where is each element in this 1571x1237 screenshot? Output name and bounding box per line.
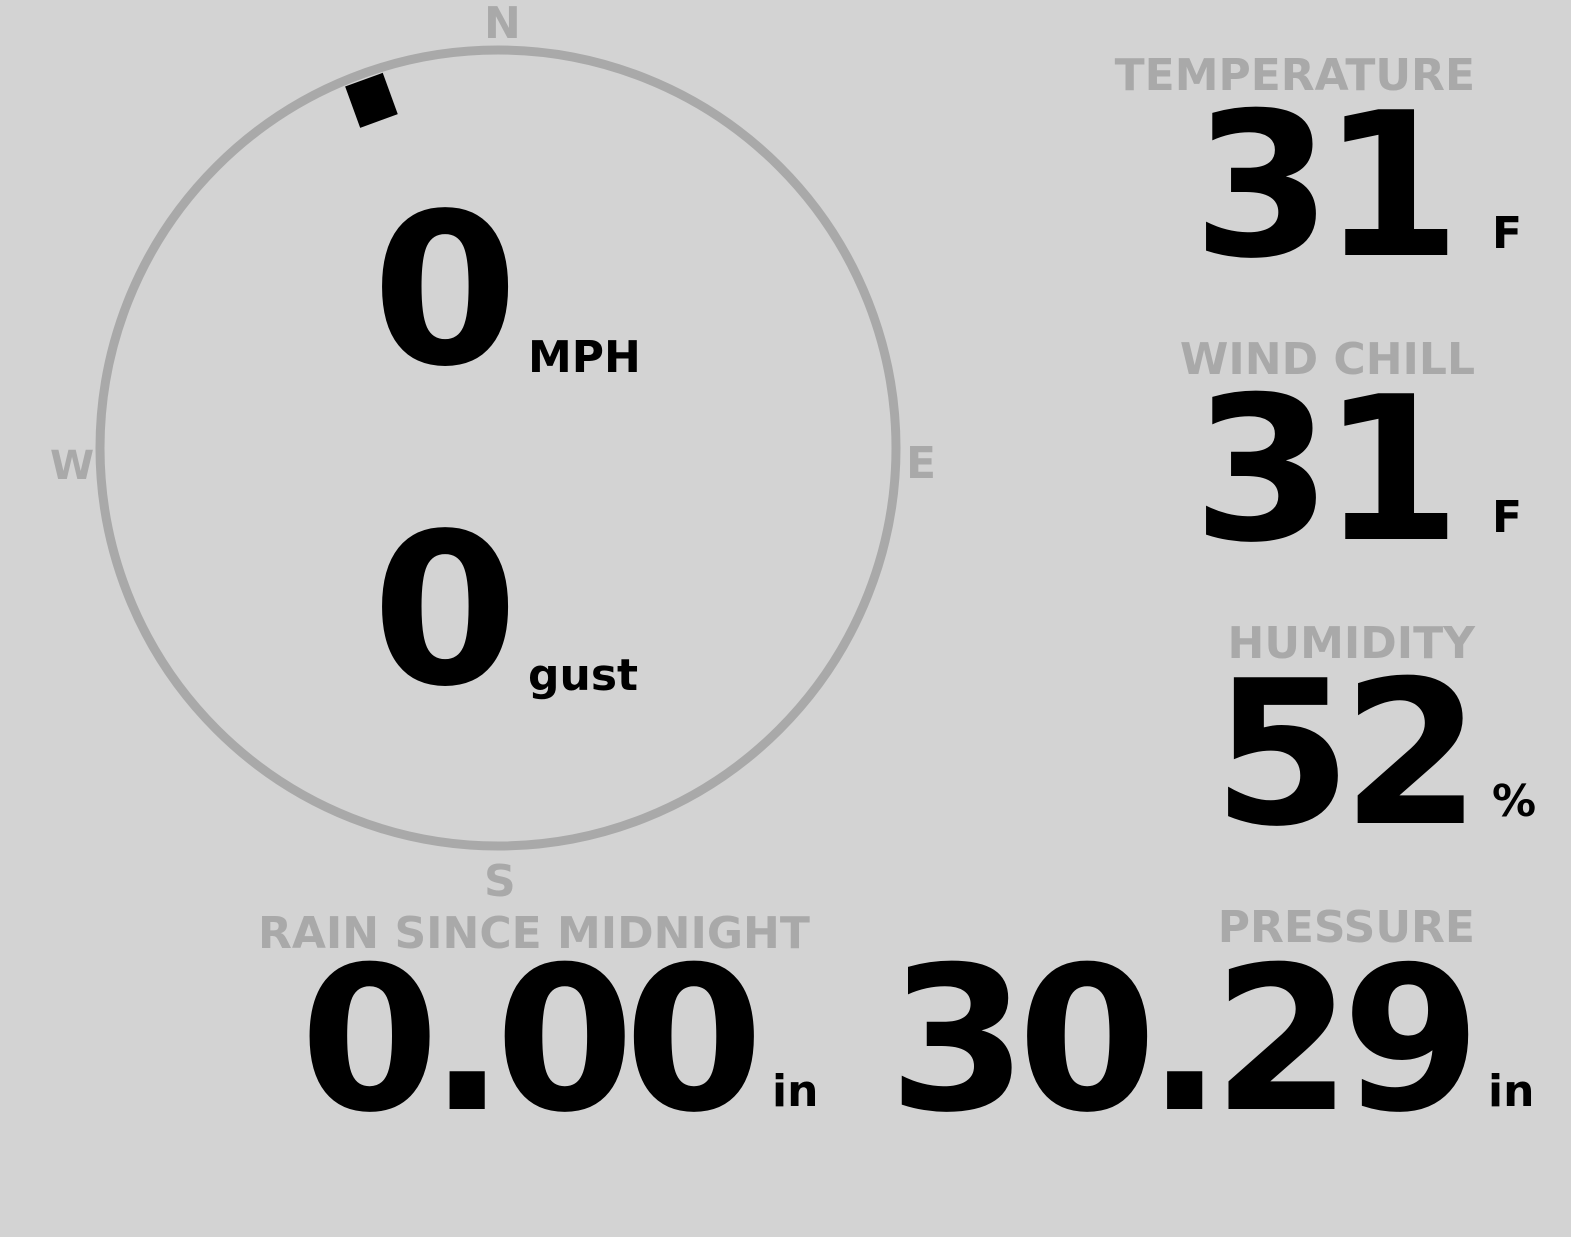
wind-speed-value: 0 — [372, 168, 518, 413]
compass-north-label: N — [484, 0, 521, 49]
wind-chill-label: WIND CHILL — [1179, 334, 1475, 385]
pressure-value: 30.29 — [888, 924, 1481, 1157]
rain-unit: in — [772, 1066, 819, 1117]
humidity-label: HUMIDITY — [1227, 618, 1475, 669]
wind-compass — [95, 45, 901, 851]
rain-label: RAIN SINCE MIDNIGHT — [258, 908, 810, 959]
compass-west-label: W — [50, 443, 95, 489]
pressure-unit: in — [1488, 1066, 1535, 1117]
wind-chill-value: 31 — [1192, 354, 1461, 587]
temperature-value: 31 — [1192, 70, 1461, 303]
compass-south-label: S — [484, 856, 516, 907]
humidity-unit: % — [1492, 776, 1537, 827]
temperature-unit: F — [1492, 208, 1523, 259]
humidity-value: 52 — [1212, 638, 1481, 871]
wind-chill-unit: F — [1492, 492, 1523, 543]
compass-ring — [95, 45, 901, 851]
wind-speed-unit: MPH — [528, 332, 641, 383]
compass-east-label: E — [906, 438, 937, 489]
wind-gust-label: gust — [528, 650, 639, 701]
wind-gust-value: 0 — [372, 488, 518, 733]
pressure-label: PRESSURE — [1217, 902, 1475, 953]
wind-direction-marker — [345, 72, 398, 128]
temperature-label: TEMPERATURE — [1114, 50, 1475, 101]
rain-value: 0.00 — [300, 924, 763, 1157]
